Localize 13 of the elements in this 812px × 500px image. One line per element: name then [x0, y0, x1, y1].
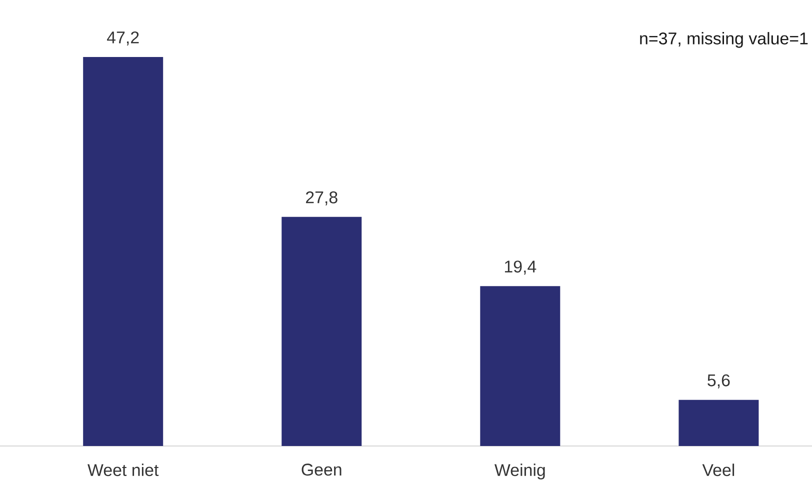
- x-tick-label: Weet niet: [88, 464, 159, 476]
- bar: [83, 56, 164, 446]
- data-label: 5,6: [708, 374, 730, 388]
- x-tick-label: Geen: [302, 464, 342, 476]
- x-tick-label: Weinig: [494, 464, 545, 480]
- data-label: 19,4: [504, 260, 536, 275]
- bar: [480, 286, 560, 446]
- bar: [678, 400, 759, 446]
- text: n=37, missing value=1: [640, 32, 808, 48]
- data-label: 47,2: [107, 31, 139, 46]
- data-label: 27,8: [306, 191, 338, 206]
- bar: [282, 216, 362, 446]
- x-tick-label: Veel: [702, 464, 734, 476]
